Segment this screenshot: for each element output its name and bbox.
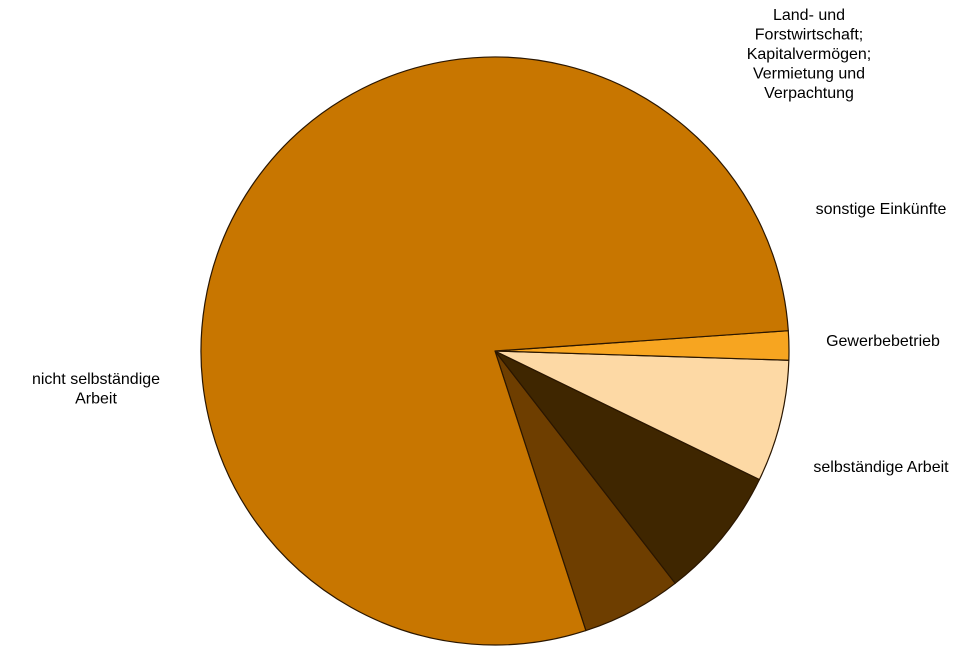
label-sonstige-einkuenfte: sonstige Einkünfte [816,201,947,218]
pie-labels: selbständige Arbeit Gewerbebetrieb sonstig… [32,7,949,476]
label-line: Verpachtung [764,85,854,102]
pie-slice-gewerbebetrieb [494,350,761,584]
pie-slice-sonstige-einkuenfte [494,350,790,481]
label-line: Land- und [773,7,845,24]
label-line: nicht selbständige [32,371,160,388]
label-line: sonstige Einkünfte [816,201,947,218]
label-line: Vermietung und [753,66,865,83]
label-line: selbständige Arbeit [813,459,949,476]
label-line: Forstwirtschaft; [755,27,863,44]
pie-slice-nicht-selbstaendige-arbeit [200,56,789,646]
label-line: Kapitalvermögen; [747,46,872,63]
label-land-forst-kapital-vermietung: Land- und Forstwirtschaft; Kapitalvermögen… [747,7,872,102]
label-line: Gewerbebetrieb [826,333,940,350]
pie-slices [200,56,790,646]
label-selbstaendige-arbeit: selbständige Arbeit [813,459,949,476]
label-nicht-selbstaendige-arbeit: nicht selbständige Arbeit [32,371,160,408]
label-line: Arbeit [75,391,117,408]
label-gewerbebetrieb: Gewerbebetrieb [826,333,940,350]
